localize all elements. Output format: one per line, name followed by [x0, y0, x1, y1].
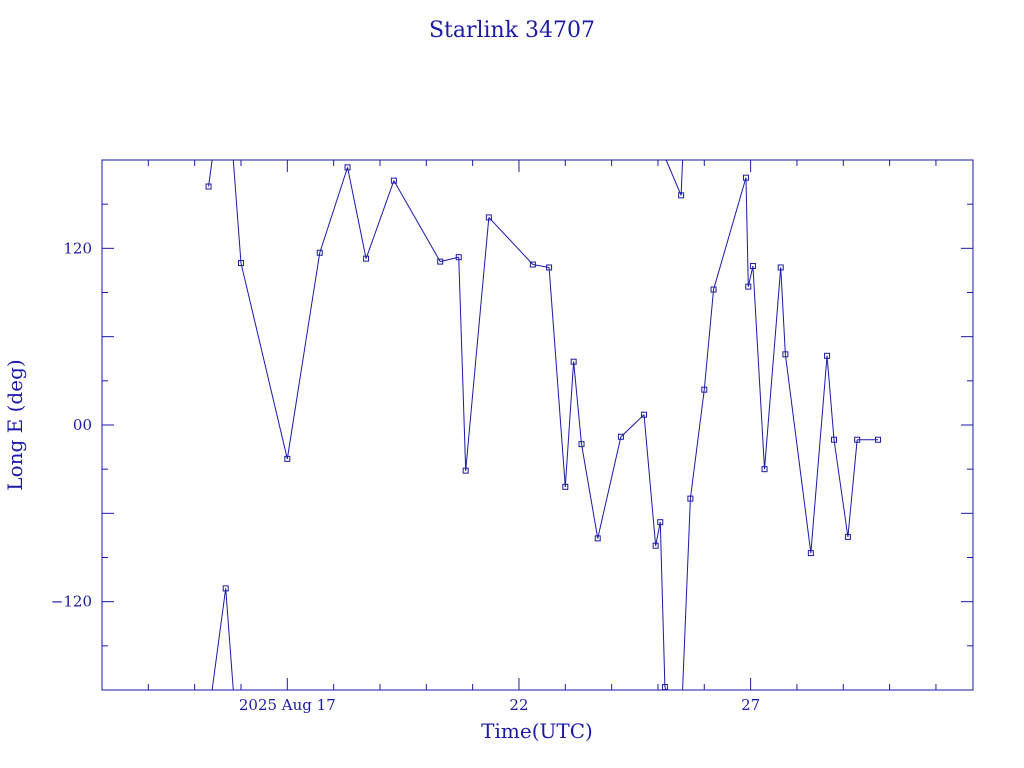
data-point: [562, 483, 569, 490]
x-tick-label: 22: [509, 696, 528, 714]
axis-ticks: [102, 160, 973, 690]
data-point: [782, 351, 789, 358]
data-point: [854, 436, 861, 443]
series-segment: [211, 588, 227, 691]
data-point: [284, 455, 291, 462]
data-point: [652, 542, 659, 549]
series-segment: [208, 159, 213, 187]
series-segment: [597, 436, 622, 539]
series-segment: [682, 498, 691, 691]
x-tick-label: 27: [741, 696, 760, 714]
data-point: [390, 177, 397, 184]
data-point: [875, 436, 882, 443]
series-segment: [488, 217, 534, 265]
data-point: [546, 264, 553, 271]
series-segment: [465, 217, 490, 471]
data-point: [844, 533, 851, 540]
data-point: [344, 164, 351, 171]
data-point: [485, 214, 492, 221]
data-point: [529, 261, 536, 268]
series-segment: [655, 522, 661, 546]
x-axis-label: Time(UTC): [481, 719, 593, 743]
y-tick-label: −120: [51, 593, 92, 611]
series-segment: [573, 361, 583, 445]
data-point: [824, 352, 831, 359]
data-point: [594, 535, 601, 542]
series-segment: [847, 439, 858, 537]
data-point: [578, 441, 585, 448]
y-tick-label: 00: [73, 416, 92, 434]
series-segment: [665, 159, 682, 196]
series-segment: [643, 414, 657, 546]
series-segment: [365, 180, 395, 259]
axis-tick-labels: 120 00 −120 2025 Aug 17 22 27: [51, 239, 760, 714]
series-segment: [680, 159, 684, 196]
data-point: [205, 183, 212, 190]
series-segment: [548, 267, 566, 487]
data-point: [237, 260, 244, 267]
data-point: [831, 436, 838, 443]
data-point: [749, 263, 756, 269]
data-point: [363, 255, 370, 262]
series-group: [205, 159, 882, 691]
data-point: [437, 258, 444, 265]
series-segment: [810, 355, 828, 554]
series-segment: [713, 177, 747, 290]
x-tick-label: 2025 Aug 17: [239, 696, 336, 714]
data-point: [742, 174, 749, 181]
data-point: [455, 254, 462, 261]
data-point: [687, 495, 694, 502]
series-segment: [458, 257, 467, 471]
series-segment: [659, 522, 666, 688]
series-segment: [826, 355, 835, 440]
y-tick-label: 120: [63, 239, 92, 257]
plot-area: 120 00 −120 2025 Aug 17 22 27: [51, 159, 974, 714]
series-segment: [240, 262, 288, 459]
data-point: [617, 433, 624, 440]
data-point: [462, 467, 469, 474]
series-segment: [784, 354, 812, 554]
series-segment: [319, 167, 349, 253]
data-point: [678, 192, 685, 199]
series-segment: [286, 252, 321, 459]
series-segment: [393, 180, 441, 262]
series-segment: [833, 439, 849, 537]
series-segment: [745, 177, 749, 287]
data-point: [745, 283, 752, 290]
series-segment: [581, 444, 599, 539]
data-point: [807, 550, 814, 557]
data-point: [761, 466, 768, 473]
series-segment: [780, 267, 786, 355]
series-segment: [440, 256, 459, 263]
series-segment: [689, 389, 705, 499]
plot-frame: [101, 159, 974, 691]
series-segment: [764, 267, 782, 470]
series-segment: [620, 414, 645, 438]
data-point: [570, 358, 577, 365]
y-axis-label: Long E (deg): [3, 359, 27, 490]
chart-title: Starlink 34707: [429, 18, 595, 43]
series-segment: [747, 265, 754, 287]
data-point: [657, 519, 664, 526]
series-segment: [347, 167, 367, 259]
data-point: [222, 585, 229, 592]
data-point: [316, 249, 323, 256]
series-segment: [225, 588, 234, 691]
data-point: [777, 264, 784, 271]
data-point: [710, 286, 717, 293]
series-segment: [752, 265, 766, 470]
series-segment: [564, 361, 575, 487]
series-segment: [703, 289, 715, 390]
series-segment: [232, 159, 242, 264]
data-point: [701, 386, 708, 393]
data-point: [641, 411, 648, 418]
data-point: [661, 684, 668, 691]
